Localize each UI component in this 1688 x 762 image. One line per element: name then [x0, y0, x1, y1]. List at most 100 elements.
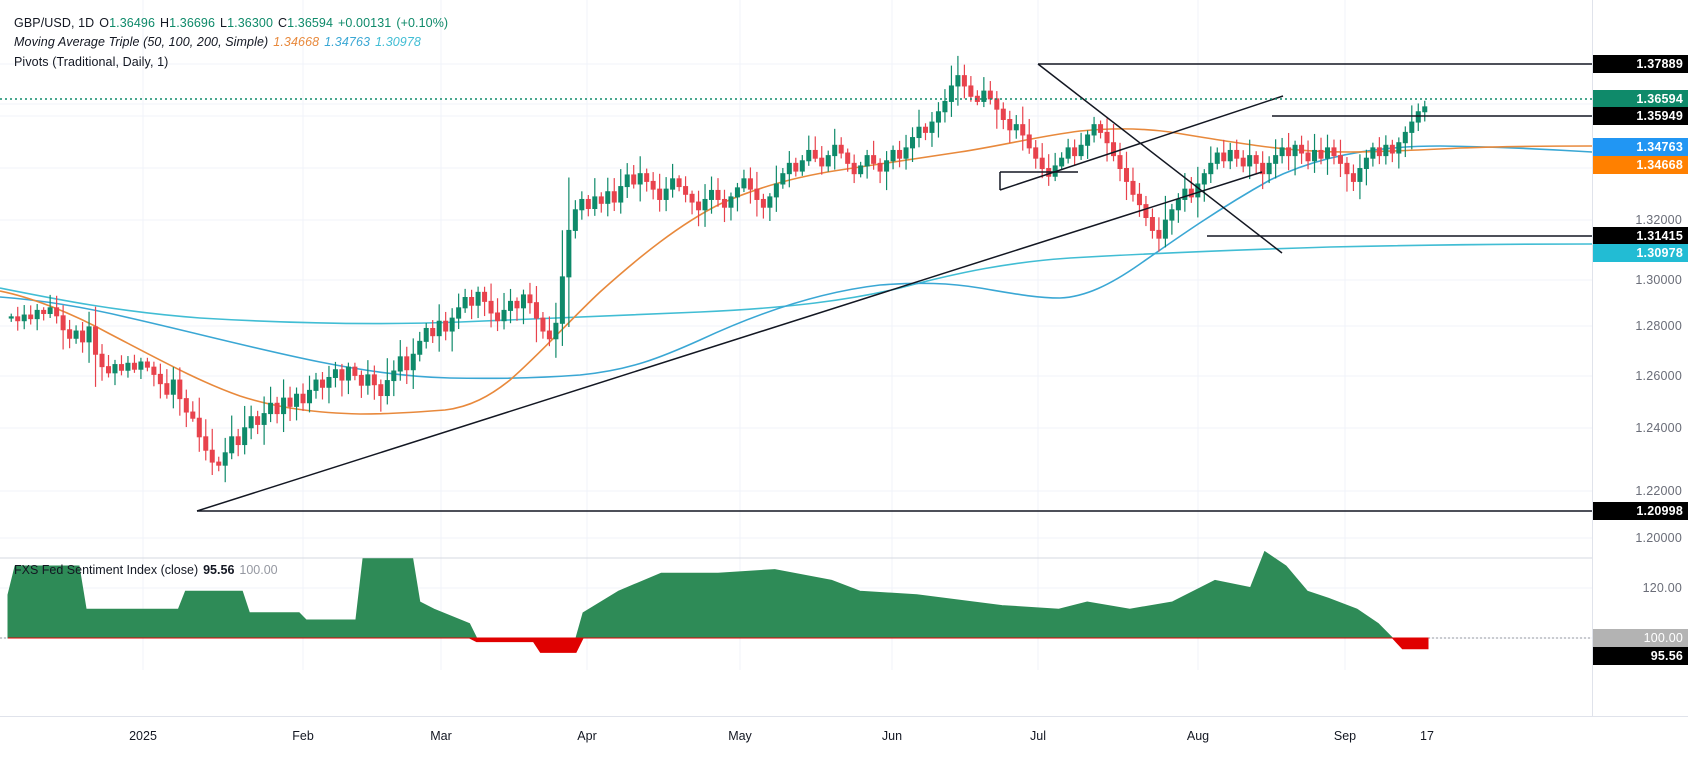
price-tag[interactable]: 95.56 — [1593, 647, 1688, 665]
sentiment-series — [0, 550, 1592, 730]
candle-body — [1396, 142, 1402, 154]
candle-body — [1240, 157, 1246, 167]
price-tick: 1.26000 — [1635, 369, 1682, 383]
candle-body — [358, 374, 364, 386]
uptrend-line — [196, 171, 1263, 512]
candle-body — [423, 327, 429, 342]
candle-body — [955, 75, 961, 87]
candle-body — [326, 376, 332, 388]
candle-body — [1078, 144, 1084, 157]
candle-body — [683, 186, 689, 195]
price-tag[interactable]: 1.36594 — [1593, 90, 1688, 108]
candle-body — [1376, 147, 1382, 157]
candle-body — [760, 198, 766, 208]
price-tag[interactable]: 1.30978 — [1593, 244, 1688, 262]
sentiment-pane-legend[interactable]: FXS Fed Sentiment Index (close) 95.56 100.… — [14, 563, 278, 577]
candle-body — [585, 198, 591, 209]
sentiment-value: 95.56 — [203, 563, 235, 577]
candle-body — [235, 436, 241, 446]
symbol-label[interactable]: GBP/USD, 1D — [14, 16, 95, 30]
price-axis[interactable]: 1.32000 1.30000 1.28000 1.26000 1.24000 1.220… — [1592, 0, 1688, 716]
candle-body — [319, 379, 325, 388]
candle-body — [864, 155, 870, 167]
time-axis[interactable]: 2025 Feb Mar Apr May Jun Jul Aug Sep 17 — [0, 716, 1688, 762]
candle-body — [1227, 149, 1233, 162]
candle-body — [410, 353, 416, 371]
price-tag[interactable]: 1.35949 — [1593, 107, 1688, 125]
candle-body — [255, 416, 261, 425]
sentiment-positive-area — [7, 550, 1428, 639]
candle-body — [948, 85, 954, 102]
candle-body — [696, 201, 702, 211]
ma50-value: 1.34668 — [273, 35, 320, 50]
legend-pivots-row[interactable]: Pivots (Traditional, Daily, 1) — [14, 53, 448, 72]
candle-body — [21, 314, 27, 322]
candle-body — [676, 178, 682, 188]
candle-body — [1162, 219, 1168, 239]
price-tag[interactable]: 1.37889 — [1593, 55, 1688, 73]
candle-body — [170, 379, 176, 395]
candle-body — [553, 322, 559, 340]
candle-body — [177, 379, 183, 400]
candle-body — [1273, 155, 1279, 164]
time-tick: May — [728, 729, 752, 743]
candle-body — [281, 397, 287, 415]
candle-body — [391, 370, 397, 382]
low-value: 1.36300 — [227, 16, 273, 30]
candle-body — [339, 369, 345, 381]
candle-body — [190, 411, 196, 419]
candle-body — [961, 75, 967, 87]
ma-title: Moving Average Triple (50, 100, 200, Sim… — [14, 35, 269, 50]
price-tag[interactable]: 100.00 — [1593, 629, 1688, 647]
candle-body — [151, 366, 157, 375]
time-tick: Jun — [881, 729, 903, 743]
candle-body — [845, 152, 851, 164]
price-tag[interactable]: 1.20998 — [1593, 502, 1688, 520]
price-tick: 1.30000 — [1635, 273, 1682, 287]
chart-plot-area[interactable] — [0, 0, 1593, 730]
candle-body — [734, 187, 740, 198]
close-value: 1.36594 — [287, 16, 334, 30]
candle-body — [216, 461, 222, 466]
drawings[interactable] — [196, 63, 1592, 512]
candle-body — [715, 189, 721, 200]
price-tag[interactable]: 1.34668 — [1593, 156, 1688, 174]
candle-body — [825, 155, 831, 167]
candle-body — [721, 198, 727, 208]
candle-body — [112, 364, 118, 374]
candle-body — [605, 191, 611, 204]
time-tick: 17 — [1420, 729, 1434, 743]
price-tag[interactable]: 1.34763 — [1593, 138, 1688, 156]
candle-body — [1208, 162, 1214, 175]
candle-body — [546, 330, 552, 340]
candle-body — [1286, 147, 1292, 157]
candle-body — [1143, 204, 1149, 219]
candle-body — [118, 364, 124, 371]
candle-body — [1370, 147, 1376, 159]
candle-body — [910, 137, 916, 149]
time-tick: Feb — [292, 729, 314, 743]
change-value: +0.00131 — [338, 16, 392, 30]
legend-ma-row[interactable]: Moving Average Triple (50, 100, 200, Sim… — [14, 33, 448, 52]
candle-body — [456, 307, 462, 319]
sentiment-negative-area — [8, 637, 1429, 653]
candle-body — [884, 160, 890, 172]
price-tag[interactable]: 1.31415 — [1593, 227, 1688, 245]
rising-support-line — [999, 95, 1284, 191]
candle-body — [663, 188, 669, 200]
candle-body — [1331, 147, 1337, 157]
candle-body — [60, 315, 66, 331]
candle-body — [897, 149, 903, 159]
candle-body — [222, 452, 228, 466]
candle-body — [67, 329, 73, 339]
legend-quote-row[interactable]: GBP/USD, 1D O1.36496 H1.36696 L1.36300 C1.36… — [14, 14, 448, 33]
candle-body — [709, 189, 715, 200]
candle-body — [890, 149, 896, 162]
candlestick-series — [8, 55, 1428, 483]
price-tick: 120.00 — [1642, 581, 1682, 595]
candle-body — [903, 147, 909, 159]
candle-body — [15, 316, 21, 322]
candle-body — [657, 188, 663, 200]
candle-body — [968, 85, 974, 97]
price-tick: 1.20000 — [1635, 531, 1682, 545]
